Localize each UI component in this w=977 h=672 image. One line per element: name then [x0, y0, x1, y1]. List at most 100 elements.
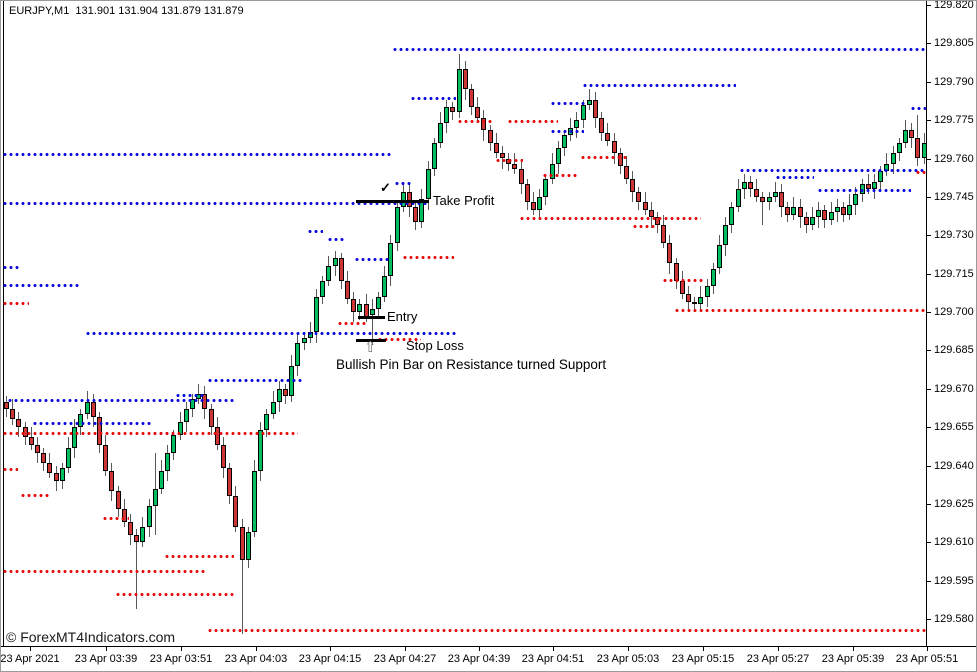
candle-body [400, 191, 406, 208]
time-axis-label: 23 Apr 04:03 [224, 653, 288, 665]
candle-wick [762, 191, 764, 225]
candle-body [537, 196, 543, 210]
candle-body [382, 276, 388, 297]
candle-body [791, 207, 797, 215]
candle-body [921, 143, 926, 159]
candle-body [841, 207, 846, 215]
resistance-level-blue [1, 199, 429, 205]
price-axis-tick [927, 619, 931, 620]
candle-body [283, 388, 288, 397]
candle-body [152, 488, 158, 507]
resistance-level-blue [1, 151, 391, 157]
time-axis[interactable]: 23 Apr 2021 23 Apr 03:39 23 Apr 03:51 23 Ap… [0, 646, 976, 671]
time-axis-label: 23 Apr 2021 [0, 653, 60, 665]
candle-body [735, 189, 741, 208]
price-axis-label: 129.715 [934, 267, 974, 280]
candle-body [630, 178, 636, 192]
price-axis-label: 129.685 [934, 344, 974, 357]
time-axis-tick [106, 647, 107, 651]
resistance-level-blue [909, 105, 926, 111]
candle-body [797, 207, 803, 218]
time-axis-tick [628, 647, 629, 651]
resistance-level-blue [581, 82, 736, 88]
candle-body [661, 225, 667, 243]
resistance-level-blue [6, 396, 236, 402]
candle-body [28, 437, 34, 446]
support-level-red [673, 307, 926, 313]
resistance-level-blue [31, 420, 151, 425]
time-axis-tick [479, 647, 480, 651]
candle-body [59, 468, 65, 481]
support-level-red [1, 466, 18, 472]
chart-plot-area[interactable]: Take Profit Entry Stop Loss ⇧ ✓ Bullish … [1, 1, 926, 646]
resistance-level-blue [84, 330, 458, 336]
candle-wick [867, 173, 869, 195]
take-profit-label: Take Profit [433, 192, 495, 208]
candle-body [611, 140, 617, 154]
price-axis-label: 129.655 [934, 421, 974, 434]
candle-body [295, 342, 301, 366]
candle-body [562, 135, 567, 149]
time-axis-tick [405, 647, 406, 651]
price-axis-label: 129.700 [934, 306, 974, 318]
price-axis-tick [927, 388, 931, 390]
candle-body [252, 470, 257, 532]
candle-body [574, 120, 580, 128]
candle-body [599, 117, 605, 133]
resistance-level-blue [1, 281, 79, 287]
candle-body [109, 470, 115, 492]
candle-body [264, 414, 270, 430]
candle-body [698, 296, 704, 305]
time-axis-label: 23 Apr 05:03 [596, 653, 660, 665]
candle-body [469, 89, 474, 108]
resistance-level-blue [816, 187, 911, 193]
candle-body [593, 99, 598, 118]
candle-body [760, 196, 766, 202]
candle-body [338, 258, 344, 282]
resistance-level-blue [306, 228, 323, 234]
time-axis-tick [703, 647, 704, 651]
candle-body [878, 171, 884, 182]
plot-left-border [3, 1, 4, 646]
candle-body [723, 225, 729, 246]
time-axis-label: 23 Apr 05:39 [821, 653, 885, 665]
candle-body [103, 445, 109, 471]
time-axis-label: 23 Apr 05:51 [895, 653, 959, 665]
candle-body [704, 286, 710, 297]
price-axis-tick [927, 273, 931, 275]
candle-body [369, 309, 375, 315]
price-axis-label: 129.760 [934, 152, 974, 165]
price-axis-tick [927, 542, 931, 544]
candle-body [128, 521, 133, 535]
price-axis-tick [927, 350, 931, 352]
price-axis[interactable]: 129.820 129.805 129.790 129.775 129.760 129.7… [926, 1, 976, 646]
candle-body [276, 388, 282, 402]
candle-body [4, 401, 9, 410]
candle-body [642, 201, 648, 210]
candle-body [834, 207, 840, 213]
candle-body [183, 409, 189, 422]
candle-body [90, 401, 96, 417]
time-axis-tick [927, 647, 928, 651]
support-level-red [101, 514, 129, 520]
time-axis-label: 23 Apr 04:51 [521, 653, 585, 665]
candle-body [754, 189, 760, 197]
candle-body [586, 99, 592, 105]
stop-loss-line [356, 339, 386, 343]
candle-body [35, 445, 40, 453]
price-axis-label: 129.625 [934, 497, 974, 510]
resistance-level-blue [1, 263, 21, 269]
time-axis-tick [181, 647, 182, 651]
price-axis-tick [927, 158, 931, 160]
entry-line [358, 316, 385, 320]
candle-body [810, 217, 815, 225]
support-level-red [19, 491, 49, 497]
check-icon: ✓ [380, 180, 391, 195]
price-axis-label: 129.775 [934, 114, 974, 127]
candle-body [407, 191, 412, 208]
price-axis-label: 129.670 [934, 382, 974, 395]
candle-body [72, 427, 78, 448]
candle-body [425, 168, 431, 200]
time-axis-label: 23 Apr 05:15 [671, 653, 735, 665]
candle-body [487, 130, 493, 144]
